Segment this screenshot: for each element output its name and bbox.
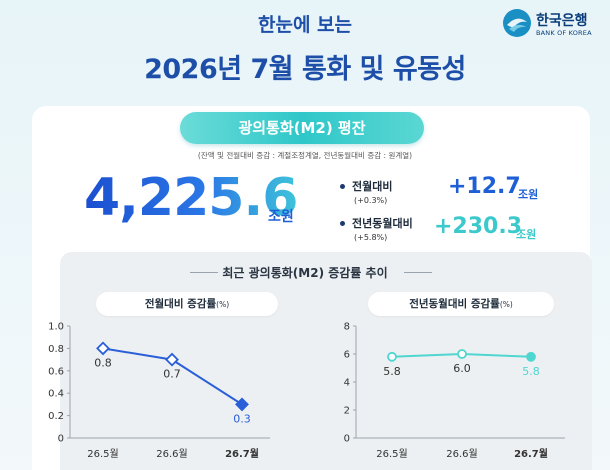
chart2-title-unit: (%) [499,300,513,309]
section-divider-left [190,272,218,273]
m2-value: 4,225.6 [84,168,298,228]
bullet-icon [340,221,345,226]
y-tick-label: 6 [344,350,350,361]
x-tick-label: 26.6월 [156,448,187,460]
chart2-title: 전년동월대비 증감률 [409,298,500,310]
bank-logo-icon [503,9,531,37]
section-title: 최근 광의통화(M2) 증감률 추이 [222,266,388,280]
y-tick-label: 1.0 [48,322,64,333]
chart1-title-pill: 전월대비 증감률(%) [96,292,278,316]
m2-unit: 조원 [268,209,294,225]
data-point [96,341,110,356]
m2-pill-label: 광의통화(M2) 평잔 [180,112,424,144]
stat-yoy-pct: (+5.8%) [354,233,388,242]
page-title: 2026년 7월 통화 및 유동성 [144,54,466,85]
x-tick-label: 26.5월 [376,448,407,460]
y-tick-label: 0.2 [48,411,64,422]
stat-yoy-unit: 조원 [516,228,537,241]
data-point [457,349,467,359]
stat-mom-value: +12.7 [448,174,521,199]
logo-name: 한국은행 [536,13,588,29]
data-label: 0.3 [233,412,251,425]
y-tick-label: 0.6 [48,366,64,377]
data-point [526,351,536,362]
y-tick-label: 4 [344,378,350,389]
y-tick-label: 0 [58,434,64,445]
bank-of-korea-logo: 한국은행 BANK OF KOREA [502,6,602,46]
basis-note: (잔액 및 전월대비 증감 : 계절조정계열, 전년동월대비 증감 : 원계열) [197,151,413,160]
bullet-icon [340,184,345,189]
stat-mom-unit: 조원 [518,188,539,201]
data-label: 6.0 [453,362,471,375]
x-tick-label: 26.5월 [87,448,118,460]
stat-mom-label: 전월대비 [352,180,393,193]
x-tick-label: 26.6월 [446,448,477,460]
data-point [235,397,249,412]
stat-yoy-label: 전년동월대비 [352,217,413,230]
logo-subtitle: BANK OF KOREA [536,29,592,37]
y-tick-label: 0.4 [48,389,64,400]
data-point [165,352,179,367]
x-tick-label: 26.7월 [514,448,548,460]
y-tick-label: 2 [344,406,350,417]
data-point [387,351,397,362]
stat-mom-pct: (+0.3%) [354,196,388,205]
y-tick-label: 0.8 [48,344,64,355]
data-label: 0.8 [94,356,112,369]
chart2-title-pill: 전년동월대비 증감률(%) [368,292,554,316]
stat-yoy-value: +230.3 [434,214,523,239]
data-label: 0.7 [163,368,181,381]
trend-panel [60,252,592,470]
chart1-title: 전월대비 증감률 [144,298,217,310]
y-tick-label: 8 [344,322,350,333]
data-label: 5.8 [383,365,401,378]
x-tick-label: 26.7월 [225,448,259,460]
section-divider-right [404,272,432,273]
page-subtitle: 한눈에 보는 [257,14,352,36]
data-label: 5.8 [522,365,540,378]
chart1-title-unit: (%) [216,300,230,309]
y-tick-label: 0 [344,434,350,445]
